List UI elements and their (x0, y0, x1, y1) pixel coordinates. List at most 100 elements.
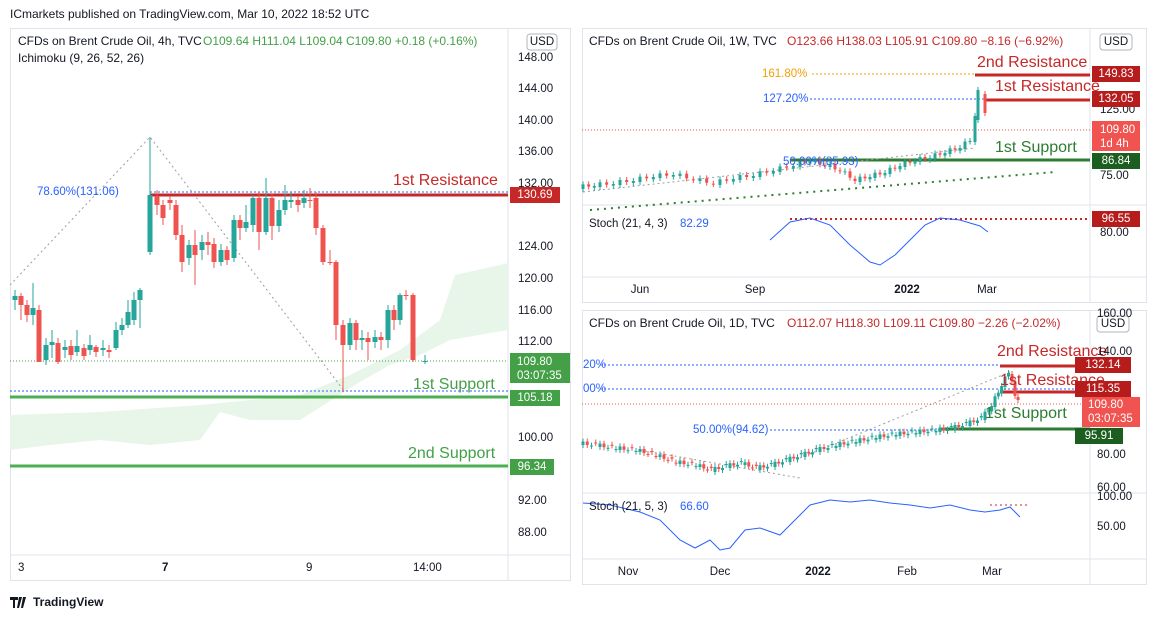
candle-body (908, 161, 912, 163)
candle-body (718, 179, 722, 185)
candle-body (179, 235, 185, 262)
currency[interactable]: USD (1101, 318, 1125, 330)
candle-body (803, 161, 807, 163)
time-label: 2022 (894, 284, 920, 296)
candle-body (898, 166, 902, 170)
candle-body (231, 220, 237, 258)
candle-body (301, 198, 307, 203)
price-tick: 92.00 (518, 495, 547, 507)
candle-body (747, 462, 751, 467)
candle-body (976, 90, 980, 120)
header: ICmarkets published on TradingView.com, … (10, 7, 370, 21)
candle-body (1003, 376, 1007, 387)
annotation: 1st Support (995, 139, 1077, 156)
price-label-box (510, 459, 554, 475)
candle-body (87, 345, 93, 350)
stoch-value: 66.60 (680, 501, 709, 513)
candle-body (833, 164, 837, 170)
candle-body (340, 325, 346, 345)
candle-body (611, 184, 615, 186)
currency-box[interactable] (526, 33, 558, 51)
candle-body (74, 346, 80, 352)
trend-line (589, 171, 1056, 211)
currency-box[interactable] (1096, 315, 1130, 333)
time-label: Jun (631, 284, 650, 296)
stoch-tick: 100.00 (1097, 491, 1132, 503)
candle-body (850, 439, 854, 441)
candle-body (347, 323, 353, 345)
price-tick: 116.00 (518, 305, 552, 317)
candle-body (728, 463, 732, 468)
currency[interactable]: USD (530, 36, 554, 48)
candle-body (638, 176, 642, 182)
price-label: 149.83 (1098, 68, 1133, 80)
candle-body (976, 420, 979, 423)
stoch-line (582, 499, 1021, 551)
candle-body (866, 439, 870, 442)
candle-body (320, 228, 326, 262)
price-label: 115.35 (1086, 383, 1120, 395)
candle-body (983, 411, 987, 420)
time-label: 2022 (805, 566, 831, 578)
candle-body (874, 438, 878, 440)
candle-body (43, 345, 49, 360)
candle-body (1013, 381, 1017, 396)
price-label-box (1092, 153, 1140, 169)
candle-body (886, 436, 890, 438)
candle-body (686, 464, 690, 466)
candle-body (610, 444, 614, 446)
currency-box[interactable] (1099, 33, 1133, 51)
candle-body (678, 173, 682, 176)
candle-body (154, 196, 160, 205)
countdown: 03:07:35 (1088, 413, 1133, 425)
candle-body (581, 184, 585, 189)
candle-body (796, 457, 799, 460)
candle-body (738, 175, 742, 180)
candle-body (658, 454, 662, 457)
time-label: Nov (618, 566, 639, 578)
candle-body (698, 178, 702, 181)
candle-body (868, 177, 872, 180)
price-label: 105.18 (517, 392, 552, 404)
price-tick: 112.00 (518, 336, 552, 348)
stoch-value: 82.29 (680, 218, 709, 230)
candle-body (808, 161, 812, 164)
candle-body (938, 153, 942, 155)
fib-label: 127.20% (763, 93, 808, 105)
candle-body (799, 453, 803, 455)
symbol: CFDs on Brent Crude Oil, 4h, TVC (18, 34, 202, 48)
candle-body (938, 427, 942, 432)
candle-body (256, 198, 262, 232)
fib-label: 161.80% (762, 68, 807, 80)
candle-body (882, 434, 886, 437)
candle-body (758, 171, 762, 177)
candle-body (751, 176, 755, 178)
candle-body (630, 447, 634, 449)
price-label: 95.91 (1085, 430, 1114, 442)
candle-body (100, 348, 106, 350)
candle-body (626, 450, 630, 452)
candle-body (930, 428, 934, 430)
candle-body (958, 148, 962, 151)
candle-body (224, 250, 230, 260)
candle-body (590, 445, 593, 447)
candle-body (211, 244, 217, 262)
candle-body (878, 434, 882, 439)
price-label: 86.84 (1102, 155, 1131, 167)
currency[interactable]: USD (1104, 36, 1128, 48)
candle-body (36, 310, 42, 362)
candle-body (862, 438, 866, 441)
candle-body (385, 310, 391, 340)
candle-body (353, 323, 359, 340)
price-label-box (510, 390, 560, 406)
candle-body (858, 176, 862, 182)
candle-body (842, 442, 846, 445)
candle-body (205, 242, 211, 245)
candle-body (968, 141, 972, 142)
candle-body (946, 429, 949, 431)
candle-body (818, 447, 822, 452)
symbol: CFDs on Brent Crude Oil, 1D, TVC (589, 316, 775, 330)
candle-body (854, 442, 858, 444)
candle-body (769, 463, 773, 464)
